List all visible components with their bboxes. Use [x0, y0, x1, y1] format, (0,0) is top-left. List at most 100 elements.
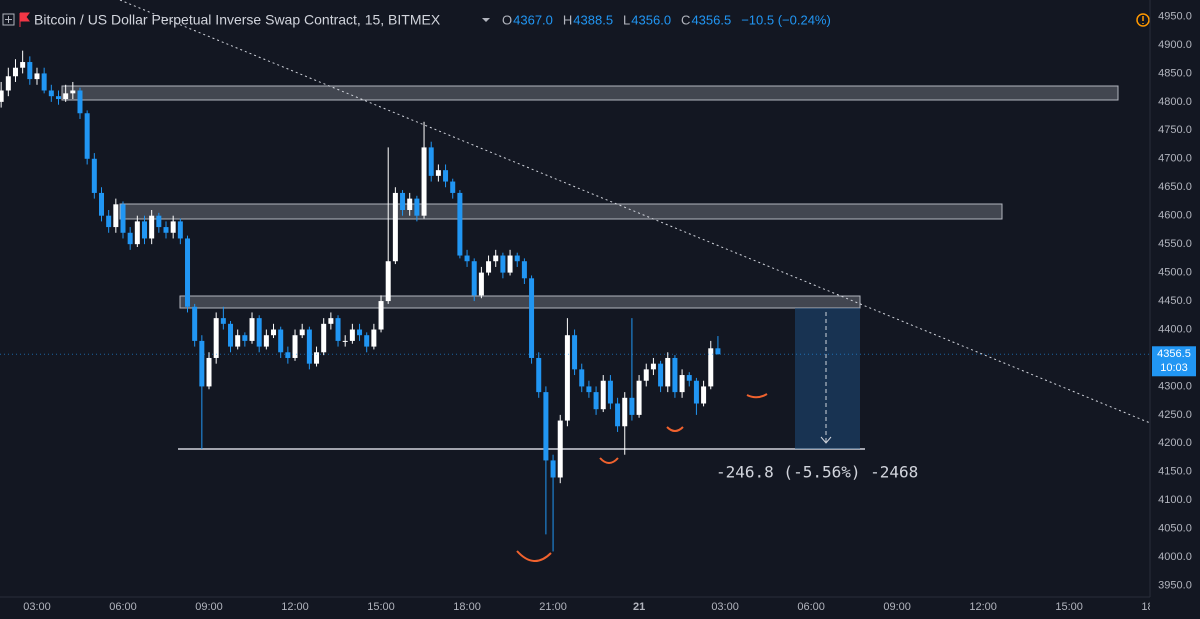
candle-body [27, 62, 33, 80]
candle-body [622, 397, 628, 427]
x-tick-label: 12:00 [281, 601, 309, 613]
candle-body [435, 170, 441, 176]
candle-body [70, 90, 76, 94]
x-tick-label: 09:00 [195, 601, 223, 613]
marker-arc [516, 550, 552, 562]
x-tick-label: 06:00 [109, 601, 137, 613]
candle-body [63, 93, 69, 100]
candle-body [615, 403, 621, 427]
zone [61, 85, 1119, 101]
candle-body [349, 329, 355, 341]
y-tick-label: 4450.0 [1158, 295, 1192, 307]
candle-body [536, 357, 542, 393]
ohlc-value: 4367.0 [513, 12, 553, 27]
y-tick-label: 4200.0 [1158, 437, 1192, 449]
candle-body [335, 318, 341, 341]
candle-body [557, 420, 563, 478]
candle-body [679, 375, 685, 393]
ohlc-key: H [563, 12, 572, 27]
candle-body [0, 90, 4, 102]
candle-body [478, 272, 484, 296]
candle-body [521, 261, 527, 279]
candle-body [414, 198, 420, 216]
candle-body [77, 90, 83, 114]
candle-body [199, 340, 205, 387]
countdown: 10:03 [1160, 362, 1188, 374]
candle-body [400, 192, 406, 211]
y-tick-label: 4050.0 [1158, 523, 1192, 535]
candle-body [486, 261, 492, 273]
candle-body [228, 323, 234, 347]
candle-body [407, 198, 413, 211]
dropdown-icon [482, 18, 490, 22]
candle-body [285, 352, 291, 358]
ohlc-value: 4356.5 [691, 12, 731, 27]
candle-body [593, 392, 599, 410]
y-tick-label: 4750.0 [1158, 124, 1192, 136]
candle-body [342, 340, 348, 342]
ohlc-key: O [502, 12, 512, 27]
candle-body [607, 380, 613, 404]
marker-arc [666, 426, 684, 432]
candle-body [106, 215, 112, 228]
candle-body [256, 318, 262, 347]
candle-body [457, 192, 463, 256]
zone [119, 203, 1003, 220]
candle-body [84, 113, 90, 159]
candle-body [278, 329, 284, 353]
x-tick-label: 15:00 [367, 601, 395, 613]
last-price-label: 4356.5 [1157, 348, 1191, 360]
y-tick-label: 4500.0 [1158, 267, 1192, 279]
candle-body [55, 96, 61, 100]
candle-body [543, 392, 549, 461]
y-tick-label: 4550.0 [1158, 238, 1192, 250]
candle-body [693, 380, 699, 404]
trend-line [119, 0, 1156, 426]
candle-body [235, 335, 241, 347]
candle-body [650, 363, 656, 370]
candle-body [127, 232, 133, 245]
candle-body [149, 215, 155, 239]
candle-body [5, 76, 11, 91]
candle-body [385, 261, 391, 302]
x-tick-label: 21 [633, 601, 645, 613]
candle-body [629, 397, 635, 415]
candle-body [428, 147, 434, 176]
zone [179, 295, 861, 309]
y-tick-label: 4900.0 [1158, 39, 1192, 51]
candle-body [242, 335, 248, 341]
candle-body [643, 369, 649, 381]
candle-body [471, 261, 477, 296]
candle-body [91, 158, 97, 193]
candle-body [665, 357, 671, 387]
ohlc-value: 4356.0 [631, 12, 671, 27]
ohlc-key: C [681, 12, 690, 27]
candle-body [357, 329, 363, 336]
candle-body [371, 329, 377, 347]
x-tick-label: 15:00 [1055, 601, 1083, 613]
icon [5, 16, 12, 23]
candle-body [12, 67, 18, 77]
y-tick-label: 4150.0 [1158, 466, 1192, 478]
y-tick-label: 4600.0 [1158, 210, 1192, 222]
candle-body [299, 329, 305, 336]
candle-body [572, 335, 578, 370]
candle-body [271, 329, 277, 336]
candle-body [113, 204, 119, 228]
candle-body [686, 375, 692, 381]
candle-body [185, 238, 191, 307]
candle-body [600, 380, 606, 410]
candles [0, 50, 721, 552]
candle-body [550, 460, 556, 478]
candle-body [306, 329, 312, 364]
x-tick-label: 06:00 [797, 601, 825, 613]
y-tick-label: 4950.0 [1158, 10, 1192, 22]
ohlc-key: L [623, 12, 630, 27]
candle-body [98, 192, 104, 216]
y-tick-label: 3950.0 [1158, 580, 1192, 592]
x-tick-label: 21:00 [539, 601, 567, 613]
marker-arc [746, 393, 768, 399]
y-tick-label: 4300.0 [1158, 380, 1192, 392]
candle-body [443, 170, 449, 182]
y-tick-label: 4650.0 [1158, 181, 1192, 193]
